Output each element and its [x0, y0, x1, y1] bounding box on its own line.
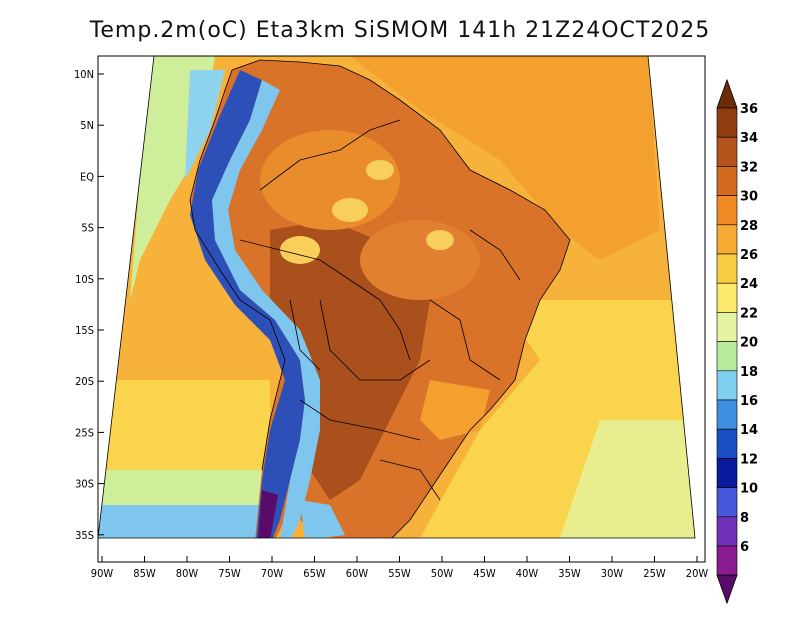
- lon-label: 75W: [218, 567, 241, 580]
- lon-label: 55W: [388, 567, 411, 580]
- lat-label: 15S: [75, 324, 94, 337]
- colorbar-label: 6: [740, 540, 749, 555]
- colorbar-label: 28: [740, 219, 758, 234]
- colorbar-bottom-arrow: [716, 574, 738, 605]
- lon-label: 25W: [643, 567, 666, 580]
- lon-label: 90W: [91, 567, 114, 580]
- colorbar-label: 10: [740, 482, 758, 497]
- lat-label: 25S: [75, 426, 94, 439]
- colorbar-segment: [716, 136, 738, 167]
- lat-label: 20S: [75, 375, 94, 388]
- colorbar-segment: [716, 195, 738, 226]
- colorbar-segment: [716, 370, 738, 401]
- cloud-cool-patch-2: [332, 198, 368, 222]
- colorbar-segment: [716, 341, 738, 372]
- lon-label: 35W: [558, 567, 581, 580]
- lat-label: EQ: [80, 170, 94, 183]
- colorbar-label: 24: [740, 277, 758, 292]
- longitude-axis: 90W 85W 80W 75W 70W 65W 60W 55W 50W 45W 40W 35W 30W 2…: [91, 556, 709, 580]
- colorbar-segment: [716, 166, 738, 196]
- political-borders: [189, 59, 571, 538]
- colorbar: 36 34 32 30 28 26 24 22 20 18 16 14 12 10 8 6: [716, 78, 758, 605]
- colorbar-segment: [716, 545, 738, 576]
- colorbar-label: 16: [740, 394, 758, 409]
- colorbar-label: 26: [740, 248, 758, 263]
- cloud-cool-patch-4: [426, 230, 454, 250]
- lon-label: 20W: [686, 567, 709, 580]
- south-atlantic-cold: [560, 420, 695, 538]
- colorbar-label: 12: [740, 452, 758, 467]
- colorbar-segment: [716, 516, 738, 547]
- colorbar-label: 30: [740, 190, 758, 205]
- lon-label: 45W: [473, 567, 496, 580]
- map-domain: [98, 56, 695, 538]
- colorbar-segment: [716, 253, 738, 284]
- colorbar-segment: [716, 428, 738, 459]
- pacific-south-colder: [98, 505, 270, 538]
- lon-label: 65W: [303, 567, 326, 580]
- lat-label: 10N: [74, 68, 94, 81]
- latitude-axis: 10N 5N EQ 5S 10S 15S 20S 25S 30S 35S: [74, 68, 104, 542]
- amazon-warm-area: [260, 130, 400, 230]
- colorbar-label: 32: [740, 160, 758, 175]
- central-warm-area: [360, 220, 480, 300]
- colorbar-label: 20: [740, 336, 758, 351]
- lon-label: 50W: [431, 567, 454, 580]
- lat-label: 35S: [75, 529, 94, 542]
- andes-cool-fringe: [212, 80, 320, 538]
- lat-label: 10S: [75, 273, 94, 286]
- andes-south-coldest: [258, 490, 278, 538]
- cloud-cool-patch-3: [366, 160, 394, 180]
- plot-frame: [97, 55, 706, 563]
- lon-label: 80W: [176, 567, 199, 580]
- colorbar-segment: [716, 458, 738, 488]
- pacific-coast-cold: [185, 70, 225, 180]
- colorbar-label: 34: [740, 131, 758, 146]
- lon-label: 85W: [133, 567, 156, 580]
- lon-label: 60W: [346, 567, 369, 580]
- colorbar-label: 8: [740, 511, 749, 526]
- colorbar-segment: [716, 107, 738, 138]
- colorbar-segment: [716, 399, 738, 430]
- patagonia-cool: [300, 500, 345, 538]
- lat-label: 30S: [75, 478, 94, 491]
- lat-label: 5N: [80, 119, 94, 132]
- lon-label: 30W: [601, 567, 624, 580]
- colorbar-top-arrow: [716, 78, 738, 109]
- colorbar-segment: [716, 487, 738, 518]
- colorbar-label: 36: [740, 102, 758, 117]
- map-title: Temp.2m(oC) Eta3km SiSMOM 141h 21Z24OCT2…: [89, 18, 711, 43]
- colorbar-label: 22: [740, 306, 758, 321]
- colorbar-segment: [716, 282, 738, 313]
- colorbar-segment: [716, 224, 738, 255]
- colorbar-label: 14: [740, 423, 758, 438]
- lat-label: 5S: [81, 222, 94, 235]
- cloud-cool-patch-1: [280, 236, 320, 264]
- colorbar-segment: [716, 312, 738, 342]
- southeast-warm-area: [420, 380, 490, 440]
- lon-label: 70W: [261, 567, 284, 580]
- atlantic-warm-zone: [350, 56, 660, 260]
- lon-label: 40W: [516, 567, 539, 580]
- colorbar-label: 18: [740, 365, 758, 380]
